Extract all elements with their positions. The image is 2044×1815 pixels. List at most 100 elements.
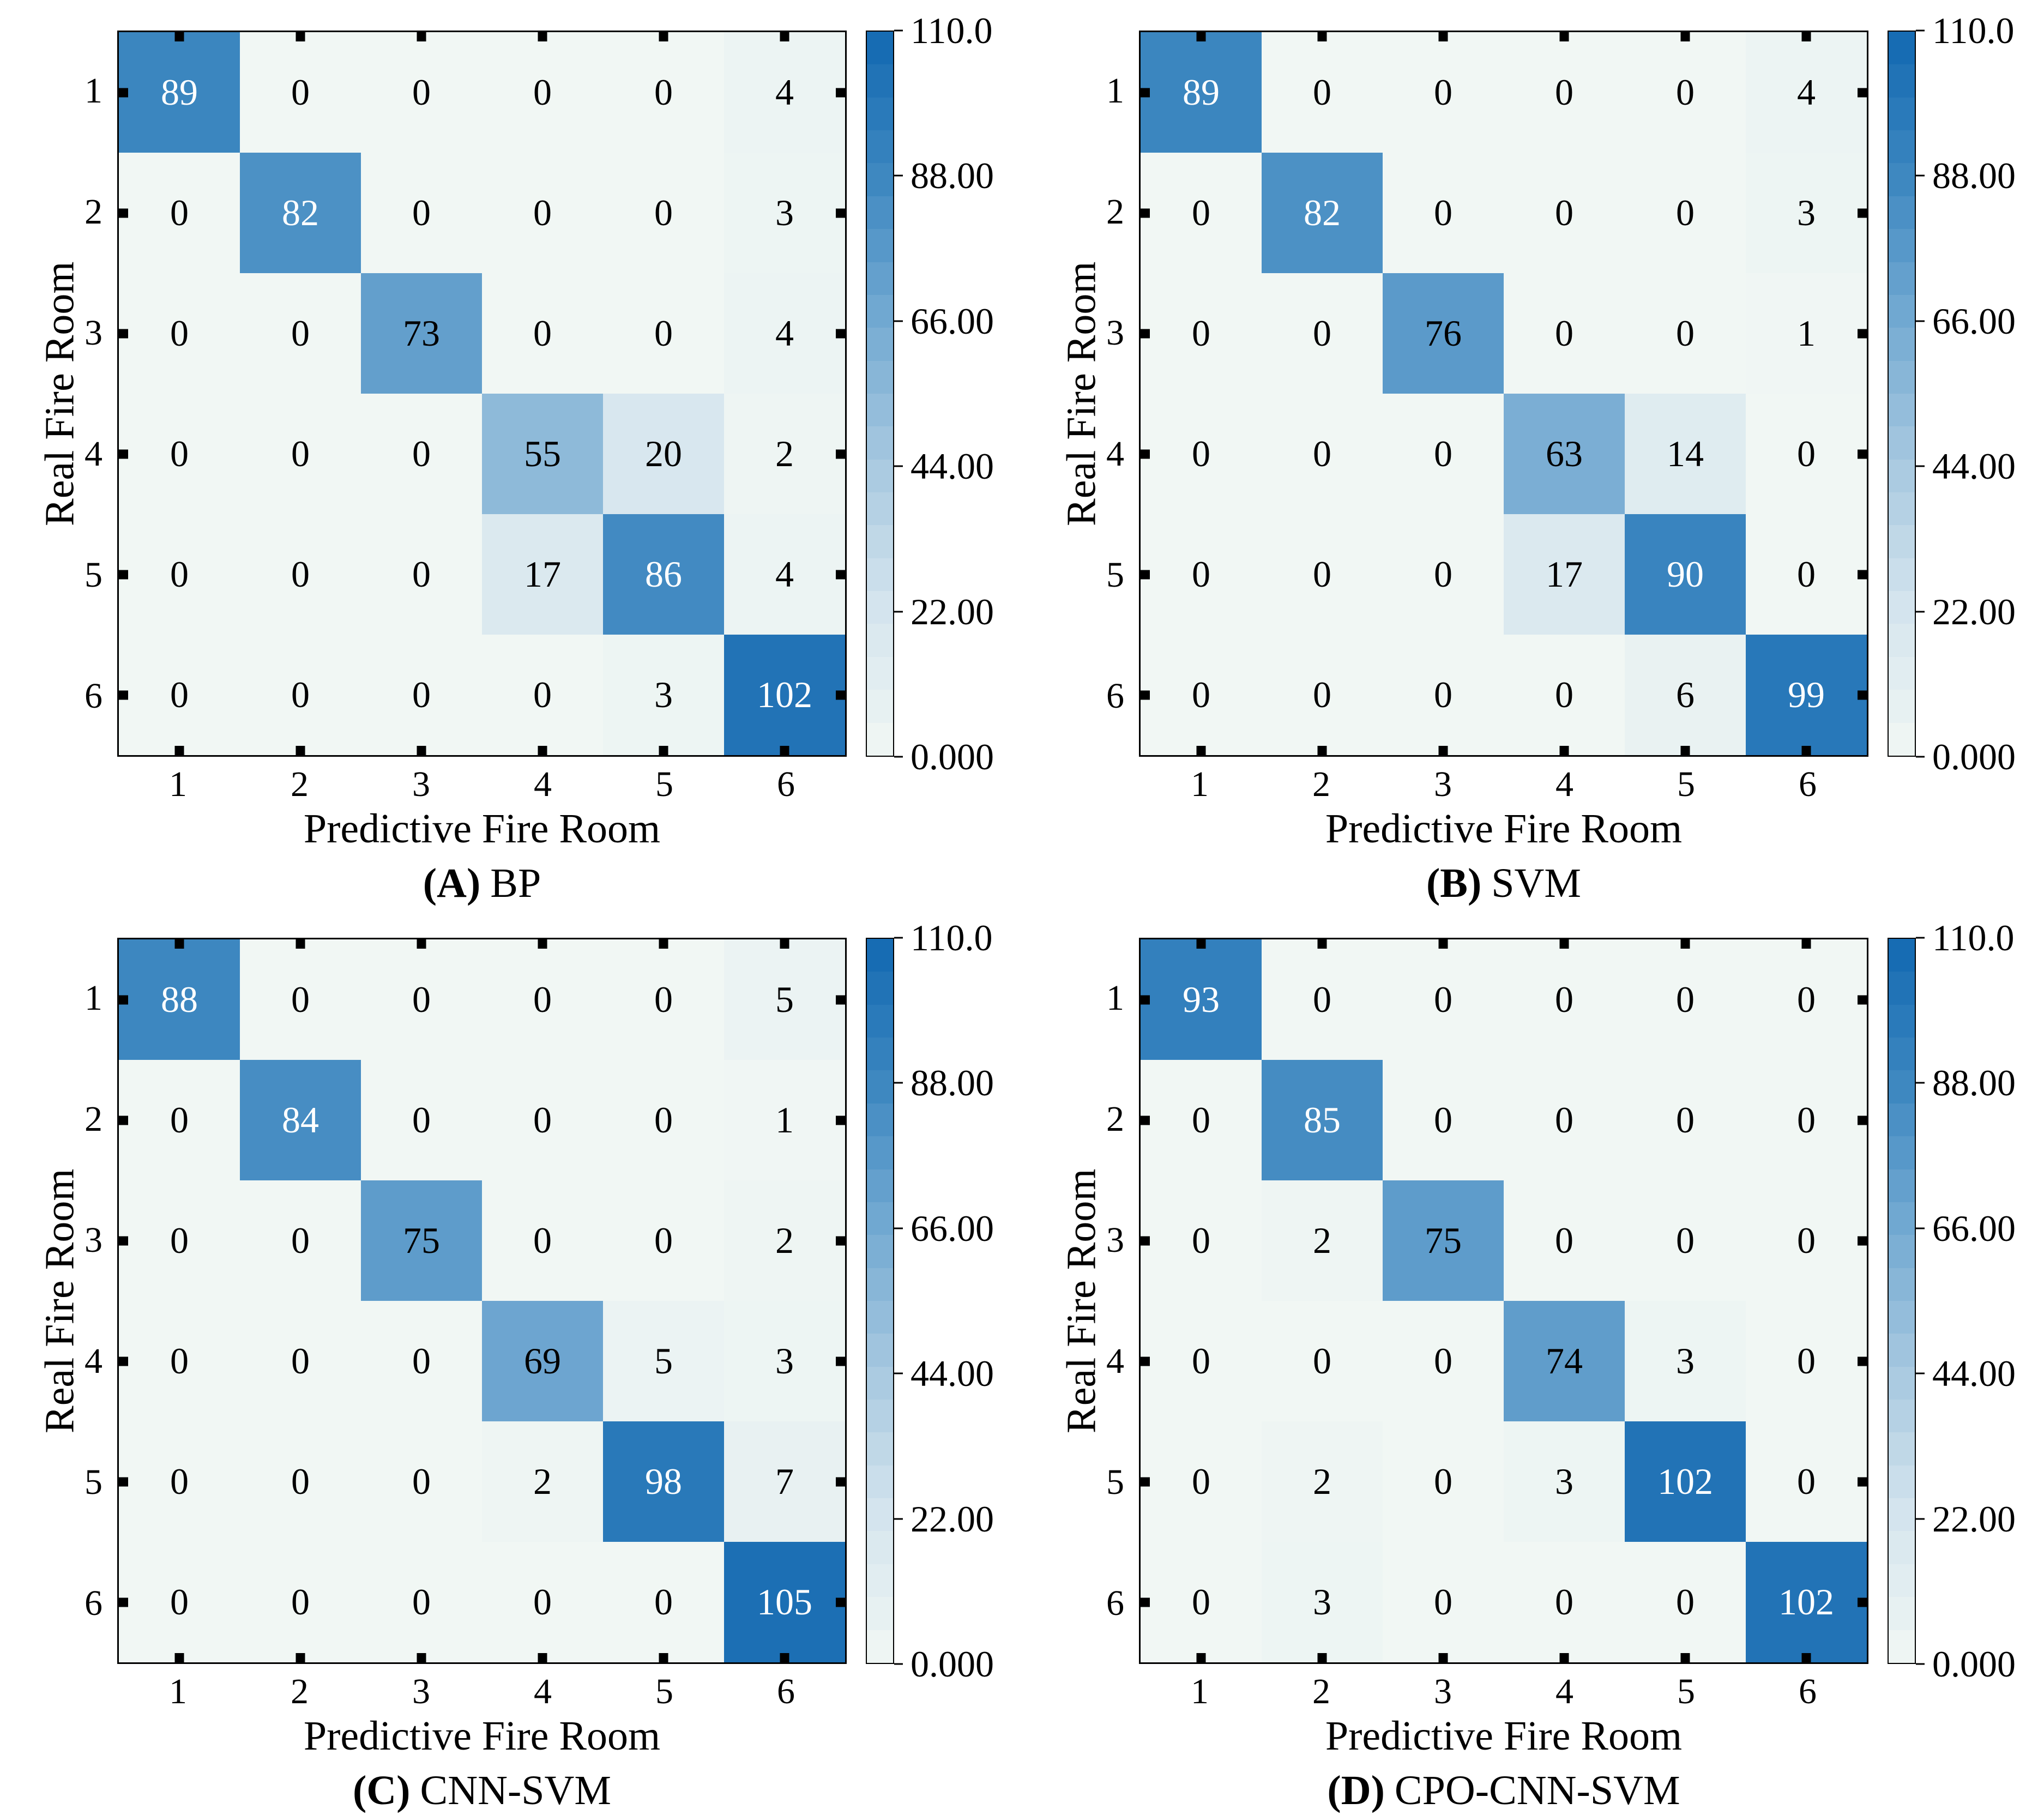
matrix-cell: 0 bbox=[361, 1542, 482, 1662]
x-tick-label: 5 bbox=[655, 1672, 673, 1711]
matrix-cell: 0 bbox=[1141, 1180, 1262, 1301]
tick-mark bbox=[119, 449, 128, 459]
matrix-cell: 3 bbox=[724, 1301, 845, 1421]
tick-mark bbox=[1141, 995, 1150, 1004]
caption-model-name: CPO-CNN-SVM bbox=[1394, 1768, 1680, 1813]
matrix-cell: 0 bbox=[482, 635, 603, 755]
tick-mark bbox=[1141, 329, 1150, 338]
matrix-cell: 0 bbox=[1504, 273, 1625, 394]
matrix-cell: 0 bbox=[1625, 1542, 1746, 1662]
matrix-cell: 90 bbox=[1625, 514, 1746, 635]
x-tick-label: 3 bbox=[412, 1672, 430, 1711]
colorbar bbox=[1888, 31, 1916, 757]
matrix-cell: 0 bbox=[1746, 939, 1867, 1060]
y-tick-label: 5 bbox=[85, 1462, 102, 1502]
colorbar-tick-mark bbox=[894, 320, 903, 322]
matrix-cell: 0 bbox=[1141, 1542, 1262, 1662]
colorbar-tick-mark bbox=[1916, 1227, 1925, 1229]
tick-mark bbox=[1858, 1597, 1867, 1607]
colorbar-step bbox=[1889, 1136, 1915, 1169]
colorbar-step bbox=[867, 163, 893, 196]
tick-mark bbox=[1141, 1115, 1150, 1125]
tick-mark bbox=[119, 88, 128, 97]
colorbar-step bbox=[867, 459, 893, 493]
tick-mark bbox=[1858, 570, 1867, 579]
matrix-cell: 0 bbox=[1746, 1060, 1867, 1180]
tick-mark bbox=[1196, 32, 1206, 41]
x-axis-label: Predictive Fire Room bbox=[1325, 806, 1683, 852]
tick-mark bbox=[296, 32, 305, 41]
tick-mark bbox=[1680, 746, 1690, 755]
matrix-cell: 93 bbox=[1141, 939, 1262, 1060]
colorbar-step bbox=[1889, 656, 1915, 690]
tick-mark bbox=[1801, 746, 1811, 755]
colorbar-step bbox=[1889, 196, 1915, 230]
colorbar-step bbox=[1889, 1432, 1915, 1466]
tick-mark bbox=[836, 1236, 845, 1245]
y-tick-label: 6 bbox=[85, 676, 102, 716]
matrix-cell: 0 bbox=[1746, 514, 1867, 635]
colorbar-step bbox=[1889, 492, 1915, 526]
matrix-cell: 0 bbox=[482, 273, 603, 394]
colorbar-tick-label: 110.0 bbox=[911, 10, 993, 51]
colorbar-step bbox=[1889, 1038, 1915, 1071]
tick-mark bbox=[780, 746, 789, 755]
matrix-cell: 0 bbox=[603, 153, 724, 273]
y-tick-label: 3 bbox=[85, 313, 102, 353]
colorbar-step bbox=[1889, 32, 1915, 65]
colorbar-step bbox=[1889, 1235, 1915, 1268]
colorbar-step bbox=[867, 1268, 893, 1301]
colorbar-step bbox=[1889, 722, 1915, 756]
y-tick-label: 1 bbox=[85, 978, 102, 1018]
x-tick-labels: 1 2 3 4 5 6 bbox=[1139, 1674, 1868, 1713]
matrix-cell: 0 bbox=[1383, 635, 1504, 755]
y-tick-labels: 1 2 3 4 5 6 bbox=[22, 938, 109, 1664]
tick-mark bbox=[1680, 1653, 1690, 1662]
colorbar-tick-label: 0.000 bbox=[911, 1643, 994, 1685]
colorbar-tick-mark bbox=[1916, 937, 1925, 939]
colorbar-tick-label: 0.000 bbox=[1932, 736, 2016, 777]
colorbar-step bbox=[1889, 328, 1915, 361]
x-tick-label: 4 bbox=[1555, 764, 1573, 804]
matrix-cell: 0 bbox=[603, 273, 724, 394]
colorbar-step bbox=[867, 262, 893, 295]
matrix-cell: 0 bbox=[240, 1180, 361, 1301]
colorbar-tick-label: 0.000 bbox=[1932, 1643, 2016, 1685]
x-tick-label: 2 bbox=[291, 1672, 309, 1711]
tick-mark bbox=[836, 995, 845, 1004]
matrix-cell: 76 bbox=[1383, 273, 1504, 394]
y-tick-label: 3 bbox=[1106, 313, 1124, 353]
colorbar-tick-label: 22.00 bbox=[1932, 590, 2016, 632]
matrix-cell: 88 bbox=[119, 939, 240, 1060]
colorbar-tick-mark bbox=[894, 29, 903, 32]
matrix-cell: 0 bbox=[240, 514, 361, 635]
colorbar bbox=[1888, 938, 1916, 1664]
colorbar-tick-mark bbox=[894, 1518, 903, 1520]
x-tick-label: 6 bbox=[777, 1672, 795, 1711]
colorbar-step bbox=[867, 1300, 893, 1334]
tick-mark bbox=[836, 570, 845, 579]
matrix-cell: 0 bbox=[1746, 394, 1867, 514]
tick-mark bbox=[417, 32, 426, 41]
colorbar-step bbox=[1889, 1268, 1915, 1301]
matrix-cell: 0 bbox=[240, 273, 361, 394]
matrix-cell: 75 bbox=[1383, 1180, 1504, 1301]
colorbar-tick-label: 44.00 bbox=[1932, 1353, 2016, 1395]
y-tick-label: 5 bbox=[85, 555, 102, 595]
colorbar-tick-label: 110.0 bbox=[1932, 10, 2015, 51]
tick-mark bbox=[1317, 939, 1327, 949]
colorbar-tick-labels: 110.0 88.00 66.00 44.00 22.00 0.000 bbox=[894, 12, 1003, 775]
colorbar-step bbox=[867, 722, 893, 756]
y-tick-label: 2 bbox=[1106, 1099, 1124, 1139]
tick-mark bbox=[1141, 690, 1150, 700]
tick-mark bbox=[1559, 939, 1569, 949]
colorbar-step bbox=[867, 1334, 893, 1367]
x-tick-label: 5 bbox=[655, 764, 673, 804]
tick-mark bbox=[1559, 746, 1569, 755]
colorbar-step bbox=[867, 1564, 893, 1597]
matrix-cell: 82 bbox=[240, 153, 361, 273]
matrix-cell: 0 bbox=[1625, 1060, 1746, 1180]
matrix-cell: 0 bbox=[119, 514, 240, 635]
matrix-cell: 5 bbox=[603, 1301, 724, 1421]
matrix-cell: 69 bbox=[482, 1301, 603, 1421]
